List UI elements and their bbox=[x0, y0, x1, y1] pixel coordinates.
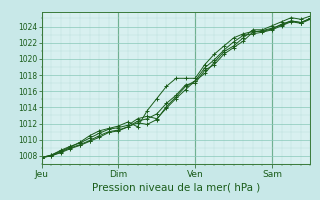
X-axis label: Pression niveau de la mer( hPa ): Pression niveau de la mer( hPa ) bbox=[92, 183, 260, 193]
